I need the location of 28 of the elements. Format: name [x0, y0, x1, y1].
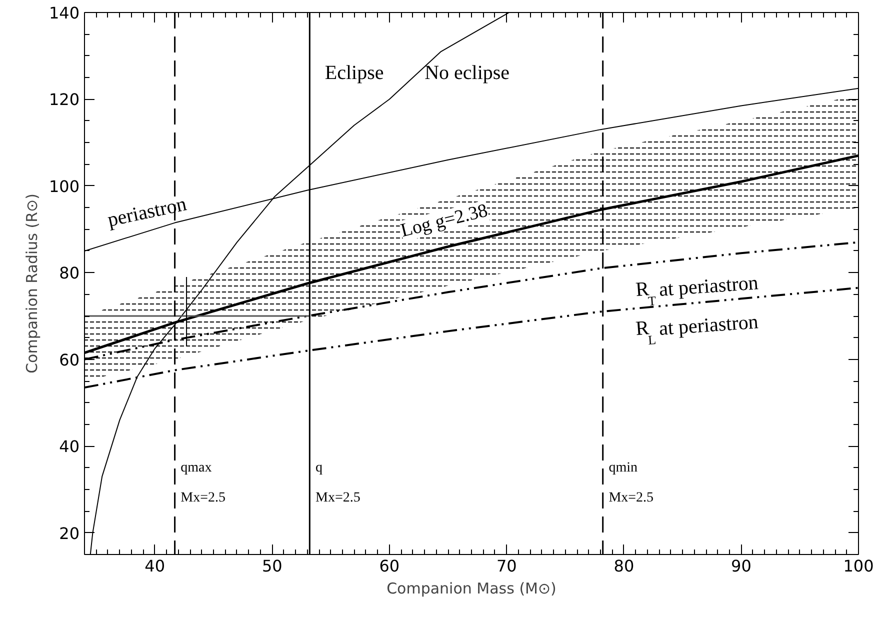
annotation: Mx=2.5 [180, 490, 226, 506]
x-tick-label: 90 [731, 556, 752, 576]
annotation: Log g=2.38 [398, 200, 490, 242]
x-tick-label: 50 [262, 556, 282, 576]
y-tick-label: 20 [59, 524, 80, 543]
x-tick-label: 100 [843, 556, 874, 576]
annotation: qmax [180, 460, 212, 476]
annotation: qmin [608, 460, 638, 476]
annotation: Mx=2.5 [316, 490, 360, 506]
annotation: Eclipse [324, 62, 384, 84]
x-axis-title: Companion Mass (M⊙) [386, 580, 556, 598]
y-tick-label: 60 [59, 350, 80, 370]
y-tick-label: 120 [48, 90, 80, 110]
x-tick-label: 40 [144, 556, 166, 576]
y-tick-label: 40 [59, 437, 80, 456]
y-tick-label: 80 [59, 264, 80, 283]
annotation: Mx=2.5 [608, 490, 654, 506]
annotation: periastron [106, 193, 188, 232]
y-tick-label: 140 [48, 4, 80, 22]
y-tick-label: 100 [48, 176, 80, 196]
annotation: No eclipse [424, 62, 510, 84]
x-tick-label: 70 [496, 556, 517, 576]
annotation: RT at periastron [634, 272, 760, 308]
x-tick-label: 80 [614, 556, 634, 576]
y-axis-title: Companion Radius (R⊙) [22, 194, 41, 374]
x-tick-label: 60 [379, 556, 400, 576]
annotation: RL at periastron [634, 311, 760, 348]
annotation: q [316, 460, 323, 476]
